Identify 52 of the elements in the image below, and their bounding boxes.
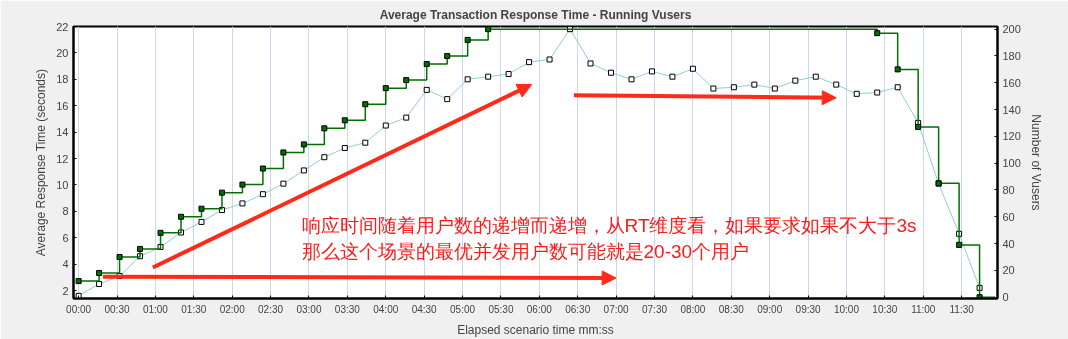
x-tick-label: 03:00 [296,303,322,315]
y-tick-label: 16 [56,99,69,112]
x-tick-label: 08:00 [680,303,706,315]
x-tick-label: 09:30 [795,303,822,315]
y2-tick-label: 160 [1002,76,1021,89]
y2-tick-label: 120 [1002,130,1021,143]
x-tick-label: 08:30 [718,303,745,315]
x-tick-label: 06:00 [526,303,553,315]
chart-title: Average Transaction Response Time - Running Vusers [379,7,692,22]
y-tick-label: 6 [62,231,69,244]
x-tick-label: 04:30 [411,303,438,315]
y2-tick-label: 200 [1002,23,1021,36]
x-tick-label: 11:00 [911,303,936,315]
y-tick-label: 20 [56,46,69,59]
x-tick-label: 10:00 [833,303,860,315]
x-tick-label: 09:00 [757,303,783,315]
y-tick-label: 2 [62,284,69,297]
x-tick-label: 02:30 [258,303,284,315]
x-tick-label: 02:00 [219,303,246,315]
y-axis-title: Average Response Time (seconds) [34,68,49,257]
x-tick-label: 05:00 [450,303,476,315]
annotation: 那么这个场景的最优并发用户数可能就是20-30个用户 [301,240,750,262]
x-tick-label: 01:00 [142,303,169,315]
x-tick-label: 01:30 [181,303,207,315]
x-tick-label: 05:30 [488,303,514,315]
x-tick-label: 10:30 [872,303,898,315]
y2-tick-label: 180 [1002,49,1021,62]
y2-axis-title: Number of Vusers [1028,114,1043,211]
y-tick-label: 14 [56,126,69,139]
y-tick-label: 10 [56,178,69,191]
y2-tick-label: 60 [1002,210,1015,223]
y2-tick-label: 100 [1002,157,1021,170]
y-tick-label: 22 [56,20,69,33]
x-tick-label: 04:00 [373,303,399,315]
y2-tick-label: 40 [1002,237,1015,250]
x-tick-label: 07:30 [642,303,668,315]
x-tick-label: 00:30 [104,303,130,315]
x-tick-label: 03:30 [334,303,361,315]
x-tick-label: 06:30 [565,303,591,315]
y-tick-label: 18 [56,73,69,86]
y-tick-label: 12 [56,152,69,165]
annotation: 响应时间随着用户数的递增而递增，从RT维度看，如果要求如果不大于3s [301,214,917,236]
x-tick-label: 07:00 [603,303,630,315]
y2-tick-label: 0 [1002,291,1009,304]
y2-tick-label: 20 [1002,264,1015,277]
x-tick-label: 11:30 [949,303,975,315]
x-tick-label: 00:00 [66,303,92,315]
x-axis-title: Elapsed scenario time mm:ss [457,322,614,337]
y-tick-label: 8 [62,205,69,218]
y-tick-label: 4 [62,258,69,271]
y2-tick-label: 80 [1002,183,1015,196]
y2-tick-label: 140 [1002,103,1021,116]
